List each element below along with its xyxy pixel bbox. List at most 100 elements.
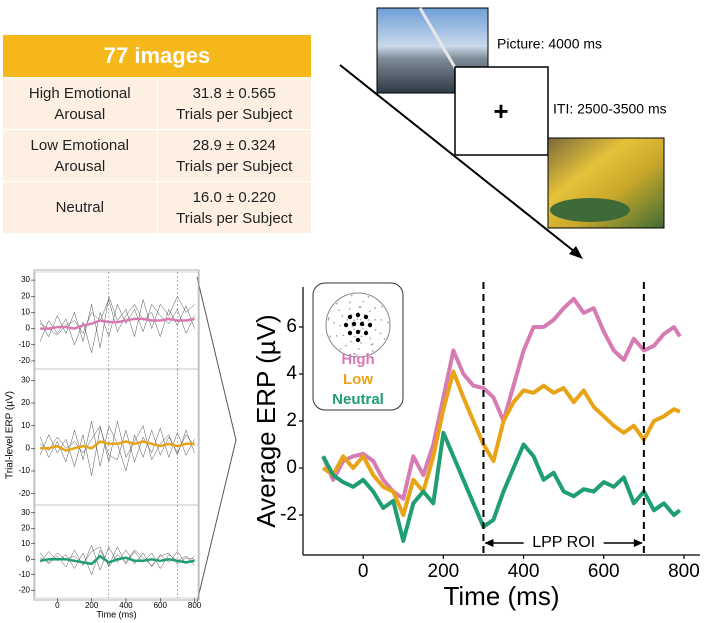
x-tick-label: 400 <box>119 601 133 610</box>
x-tick-label: 200 <box>428 561 460 582</box>
y-tick-label: -20 <box>18 489 30 498</box>
y-tick-label: 10 <box>21 421 30 430</box>
roi-electrode <box>351 321 357 327</box>
cell-line: Trials per Subject <box>176 209 293 227</box>
fixation-box <box>454 66 549 156</box>
y-tick-label: -20 <box>18 585 30 594</box>
electrode <box>367 319 370 321</box>
electrode <box>360 341 362 344</box>
roi-electrode <box>343 322 349 328</box>
electrode <box>338 309 340 312</box>
electrode <box>348 308 351 310</box>
x-tick-label: 0 <box>358 561 369 582</box>
series-line <box>321 430 682 543</box>
y-tick-label: 30 <box>21 375 30 384</box>
cell-line: 16.0 ± 0.220 <box>192 188 276 206</box>
cell-line: Trials per Subject <box>176 157 293 175</box>
electrode <box>353 335 356 338</box>
table-cell: 31.8 ± 0.565 Trials per Subject <box>156 77 311 130</box>
paradigm: + Picture: 4000 ms ITI: 2500-3500 ms <box>339 7 667 259</box>
electrode <box>327 318 330 321</box>
series-line <box>40 317 195 330</box>
electrode <box>353 319 356 322</box>
y-tick-label: 2 <box>286 410 297 431</box>
electrode <box>346 318 349 321</box>
x-tick-label: 800 <box>188 601 202 610</box>
electrode <box>368 310 371 313</box>
y-tick-label: -10 <box>18 570 30 579</box>
electrodes <box>327 294 389 356</box>
cell-line: High Emotional <box>28 84 131 102</box>
cell-line: Neutral <box>55 199 104 216</box>
cell-line: Arousal <box>54 157 106 175</box>
x-tick-label: 600 <box>588 561 620 582</box>
annotation: LPP ROI <box>532 534 595 551</box>
electrode <box>356 318 359 320</box>
electrode <box>339 348 342 351</box>
roi-electrode <box>347 314 353 320</box>
electrode <box>339 324 341 327</box>
electrode <box>374 328 377 331</box>
y-tick-label: 0 <box>26 324 31 333</box>
electrode <box>370 343 373 346</box>
y-tick-label: 20 <box>21 291 30 300</box>
y-tick-label: 20 <box>21 398 30 407</box>
electrode <box>350 294 353 297</box>
cell-line: 31.8 ± 0.565 <box>192 84 276 102</box>
arrow-head <box>633 539 643 547</box>
electrode <box>341 315 344 317</box>
electrode <box>360 335 363 338</box>
roi-electrode <box>355 337 361 343</box>
x-tick-label: 800 <box>668 561 700 582</box>
table-cell: 16.0 ± 0.220 Trials per Subject <box>156 181 311 233</box>
legend: High Low Neutral <box>312 282 404 411</box>
roi-electrode <box>363 314 369 320</box>
series-line <box>39 554 195 566</box>
timeline <box>339 64 576 253</box>
legend-entry: High <box>341 351 374 368</box>
electrode <box>327 317 330 320</box>
y-tick-label: 4 <box>286 363 297 384</box>
y-axis-label: Average ERP (µV) <box>251 314 281 527</box>
electrode <box>336 302 338 305</box>
electrode <box>379 332 382 335</box>
y-tick-label: 30 <box>21 275 30 284</box>
x-tick-label: 600 <box>154 601 168 610</box>
panel-box <box>34 504 199 599</box>
series-line <box>39 299 195 337</box>
y-tick-label: -20 <box>18 356 30 365</box>
electrode <box>380 318 383 321</box>
arrow-head <box>484 539 494 547</box>
electrode <box>349 301 351 304</box>
electrode <box>359 318 362 321</box>
y-tick-label: -10 <box>18 340 30 349</box>
electrode <box>342 334 345 337</box>
electrode <box>333 321 336 324</box>
roi-electrode <box>347 330 353 336</box>
table-cell: High Emotional Arousal <box>3 77 157 130</box>
electrode <box>361 327 364 330</box>
cell-line: 28.9 ± 0.324 <box>192 136 276 154</box>
table-row: Neutral 16.0 ± 0.220 Trials per Subject <box>3 181 311 233</box>
electrode <box>344 344 347 347</box>
series-line <box>321 369 681 517</box>
series-line <box>39 420 195 472</box>
y-tick-label: 0 <box>26 554 31 563</box>
electrode <box>359 306 362 309</box>
x-tick-label: 200 <box>85 601 99 610</box>
series-line <box>40 440 195 452</box>
fixation-cross: + <box>493 96 508 126</box>
electrode <box>369 337 371 340</box>
cell-line: Trials per Subject <box>176 105 293 123</box>
trial-table: 77 images High Emotional Arousal 31.8 ± 0.… <box>3 35 311 233</box>
y-tick-label: -10 <box>18 466 30 475</box>
roi-electrode <box>367 322 373 328</box>
series-line <box>39 296 195 349</box>
y-tick-label: -2 <box>280 504 297 525</box>
electrode <box>383 338 386 340</box>
roi-electrode <box>363 330 369 336</box>
cell-line: Low Emotional <box>30 136 129 154</box>
electrode <box>362 300 365 303</box>
y-tick-label: 30 <box>21 508 30 517</box>
